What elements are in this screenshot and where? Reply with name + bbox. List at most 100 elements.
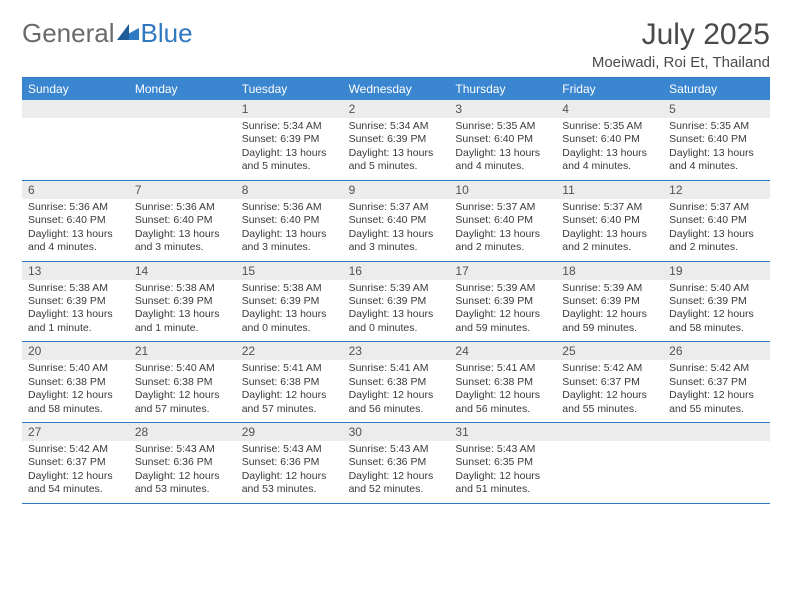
sunset-text: Sunset: 6:40 PM xyxy=(349,214,444,227)
header: General Blue July 2025 Moeiwadi, Roi Et,… xyxy=(22,18,770,71)
sunset-text: Sunset: 6:39 PM xyxy=(349,133,444,146)
day-number: 25 xyxy=(556,342,663,360)
day-detail: Sunrise: 5:34 AMSunset: 6:39 PMDaylight:… xyxy=(343,118,450,180)
daylight-text: Daylight: 13 hours and 5 minutes. xyxy=(242,147,337,174)
daylight-text: Daylight: 13 hours and 2 minutes. xyxy=(455,228,550,255)
sunrise-text: Sunrise: 5:43 AM xyxy=(242,443,337,456)
day-detail: Sunrise: 5:37 AMSunset: 6:40 PMDaylight:… xyxy=(556,199,663,261)
daylight-text: Daylight: 13 hours and 2 minutes. xyxy=(669,228,764,255)
sunrise-text: Sunrise: 5:35 AM xyxy=(562,120,657,133)
day-number: 24 xyxy=(449,342,556,360)
daytext-row: Sunrise: 5:34 AMSunset: 6:39 PMDaylight:… xyxy=(22,118,770,181)
day-detail: Sunrise: 5:36 AMSunset: 6:40 PMDaylight:… xyxy=(22,199,129,261)
sunset-text: Sunset: 6:38 PM xyxy=(242,376,337,389)
daytext-row: Sunrise: 5:38 AMSunset: 6:39 PMDaylight:… xyxy=(22,280,770,343)
daynum-row: 6789101112 xyxy=(22,181,770,199)
sunset-text: Sunset: 6:39 PM xyxy=(455,295,550,308)
sunrise-text: Sunrise: 5:43 AM xyxy=(455,443,550,456)
daylight-text: Daylight: 13 hours and 4 minutes. xyxy=(669,147,764,174)
sunrise-text: Sunrise: 5:42 AM xyxy=(669,362,764,375)
sunset-text: Sunset: 6:38 PM xyxy=(28,376,123,389)
daylight-text: Daylight: 12 hours and 56 minutes. xyxy=(455,389,550,416)
day-number: 23 xyxy=(343,342,450,360)
day-detail: Sunrise: 5:37 AMSunset: 6:40 PMDaylight:… xyxy=(663,199,770,261)
day-number: 14 xyxy=(129,262,236,280)
day-number: 12 xyxy=(663,181,770,199)
daylight-text: Daylight: 12 hours and 55 minutes. xyxy=(669,389,764,416)
day-number: 16 xyxy=(343,262,450,280)
sunrise-text: Sunrise: 5:37 AM xyxy=(669,201,764,214)
dow-header-row: Sunday Monday Tuesday Wednesday Thursday… xyxy=(22,78,770,100)
day-detail: Sunrise: 5:39 AMSunset: 6:39 PMDaylight:… xyxy=(343,280,450,342)
day-detail: Sunrise: 5:35 AMSunset: 6:40 PMDaylight:… xyxy=(556,118,663,180)
day-number: 8 xyxy=(236,181,343,199)
sunset-text: Sunset: 6:38 PM xyxy=(455,376,550,389)
day-number xyxy=(663,423,770,441)
sunrise-text: Sunrise: 5:39 AM xyxy=(455,282,550,295)
sunrise-text: Sunrise: 5:42 AM xyxy=(562,362,657,375)
day-number: 4 xyxy=(556,100,663,118)
title-block: July 2025 Moeiwadi, Roi Et, Thailand xyxy=(592,18,770,71)
calendar-page: General Blue July 2025 Moeiwadi, Roi Et,… xyxy=(0,0,792,522)
day-detail: Sunrise: 5:40 AMSunset: 6:38 PMDaylight:… xyxy=(129,360,236,422)
day-detail xyxy=(22,118,129,180)
sunrise-text: Sunrise: 5:34 AM xyxy=(242,120,337,133)
sunrise-text: Sunrise: 5:41 AM xyxy=(455,362,550,375)
sunrise-text: Sunrise: 5:38 AM xyxy=(135,282,230,295)
daylight-text: Daylight: 12 hours and 51 minutes. xyxy=(455,470,550,497)
sunrise-text: Sunrise: 5:40 AM xyxy=(135,362,230,375)
sunset-text: Sunset: 6:40 PM xyxy=(242,214,337,227)
day-number xyxy=(556,423,663,441)
daylight-text: Daylight: 13 hours and 0 minutes. xyxy=(349,308,444,335)
daylight-text: Daylight: 12 hours and 56 minutes. xyxy=(349,389,444,416)
sunrise-text: Sunrise: 5:43 AM xyxy=(135,443,230,456)
sunset-text: Sunset: 6:40 PM xyxy=(562,133,657,146)
daylight-text: Daylight: 12 hours and 59 minutes. xyxy=(455,308,550,335)
sunset-text: Sunset: 6:40 PM xyxy=(28,214,123,227)
day-detail: Sunrise: 5:35 AMSunset: 6:40 PMDaylight:… xyxy=(449,118,556,180)
sunset-text: Sunset: 6:36 PM xyxy=(349,456,444,469)
sunset-text: Sunset: 6:39 PM xyxy=(562,295,657,308)
sunrise-text: Sunrise: 5:38 AM xyxy=(242,282,337,295)
day-detail: Sunrise: 5:43 AMSunset: 6:36 PMDaylight:… xyxy=(236,441,343,503)
sunset-text: Sunset: 6:39 PM xyxy=(135,295,230,308)
sunrise-text: Sunrise: 5:36 AM xyxy=(135,201,230,214)
day-detail: Sunrise: 5:38 AMSunset: 6:39 PMDaylight:… xyxy=(129,280,236,342)
day-number: 2 xyxy=(343,100,450,118)
sunset-text: Sunset: 6:38 PM xyxy=(349,376,444,389)
day-detail: Sunrise: 5:37 AMSunset: 6:40 PMDaylight:… xyxy=(343,199,450,261)
sunset-text: Sunset: 6:40 PM xyxy=(669,133,764,146)
sunrise-text: Sunrise: 5:41 AM xyxy=(242,362,337,375)
sunset-text: Sunset: 6:40 PM xyxy=(455,133,550,146)
day-number: 9 xyxy=(343,181,450,199)
day-detail xyxy=(129,118,236,180)
daylight-text: Daylight: 12 hours and 55 minutes. xyxy=(562,389,657,416)
day-detail: Sunrise: 5:41 AMSunset: 6:38 PMDaylight:… xyxy=(236,360,343,422)
dow-thursday: Thursday xyxy=(449,78,556,100)
sunset-text: Sunset: 6:38 PM xyxy=(135,376,230,389)
sunrise-text: Sunrise: 5:35 AM xyxy=(669,120,764,133)
sunrise-text: Sunrise: 5:37 AM xyxy=(349,201,444,214)
daylight-text: Daylight: 13 hours and 2 minutes. xyxy=(562,228,657,255)
daytext-row: Sunrise: 5:36 AM Sunset: 6:40 PM Daylight:… xyxy=(22,199,770,262)
sunset-text: Sunset: 6:39 PM xyxy=(242,133,337,146)
brand-logo: General Blue xyxy=(22,18,193,49)
day-detail: Sunrise: 5:36 AMSunset: 6:40 PMDaylight:… xyxy=(236,199,343,261)
sunrise-text: Sunrise: 5:37 AM xyxy=(455,201,550,214)
day-detail: Sunrise: 5:41 AMSunset: 6:38 PMDaylight:… xyxy=(343,360,450,422)
day-number: 15 xyxy=(236,262,343,280)
day-detail: Sunrise: 5:36 AMSunset: 6:40 PMDaylight:… xyxy=(129,199,236,261)
day-detail: Sunrise: 5:39 AMSunset: 6:39 PMDaylight:… xyxy=(556,280,663,342)
day-detail: Sunrise: 5:40 AMSunset: 6:38 PMDaylight:… xyxy=(22,360,129,422)
sunset-text: Sunset: 6:37 PM xyxy=(669,376,764,389)
daylight-text: Daylight: 13 hours and 0 minutes. xyxy=(242,308,337,335)
daylight-text: Daylight: 12 hours and 57 minutes. xyxy=(242,389,337,416)
sunset-text: Sunset: 6:39 PM xyxy=(669,295,764,308)
daytext-row: Sunrise: 5:42 AMSunset: 6:37 PMDaylight:… xyxy=(22,441,770,504)
daylight-text: Daylight: 12 hours and 54 minutes. xyxy=(28,470,123,497)
daynum-row: 13141516171819 xyxy=(22,262,770,280)
day-detail: Sunrise: 5:39 AMSunset: 6:39 PMDaylight:… xyxy=(449,280,556,342)
sunrise-text: Sunrise: 5:40 AM xyxy=(669,282,764,295)
sunrise-text: Sunrise: 5:38 AM xyxy=(28,282,123,295)
daylight-text: Daylight: 13 hours and 3 minutes. xyxy=(135,228,230,255)
